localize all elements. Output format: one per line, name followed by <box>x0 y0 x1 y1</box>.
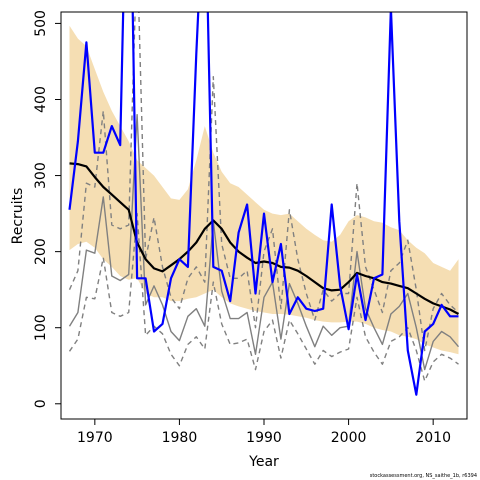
confidence-band <box>69 25 459 355</box>
x-tick-label: 1990 <box>246 430 282 446</box>
y-tick-label: 200 <box>33 238 49 265</box>
series-line-1 <box>68 12 459 396</box>
x-tick-label: 2000 <box>331 430 367 446</box>
series-line-4 <box>68 212 459 382</box>
footer-credit: stockassessment.org, NS_saithe_1b, r6394 <box>370 473 477 479</box>
x-axis-label: Year <box>248 454 279 470</box>
y-tick-label: 0 <box>33 399 49 408</box>
x-tick-label: 1980 <box>162 430 198 446</box>
y-tick-label: 100 <box>33 314 49 341</box>
plot-area <box>68 12 460 396</box>
series-line-0 <box>69 162 460 315</box>
y-tick-label: 500 <box>33 10 49 37</box>
axes: 1970 1980 1990 2000 2010 0 100 200 300 400 500 <box>33 10 451 446</box>
x-tick-label: 1970 <box>77 430 113 446</box>
y-tick-label: 300 <box>33 162 49 189</box>
x-tick-label: 2010 <box>415 430 451 446</box>
y-axis-label: Recruits <box>10 188 26 245</box>
y-tick-label: 400 <box>33 86 49 113</box>
